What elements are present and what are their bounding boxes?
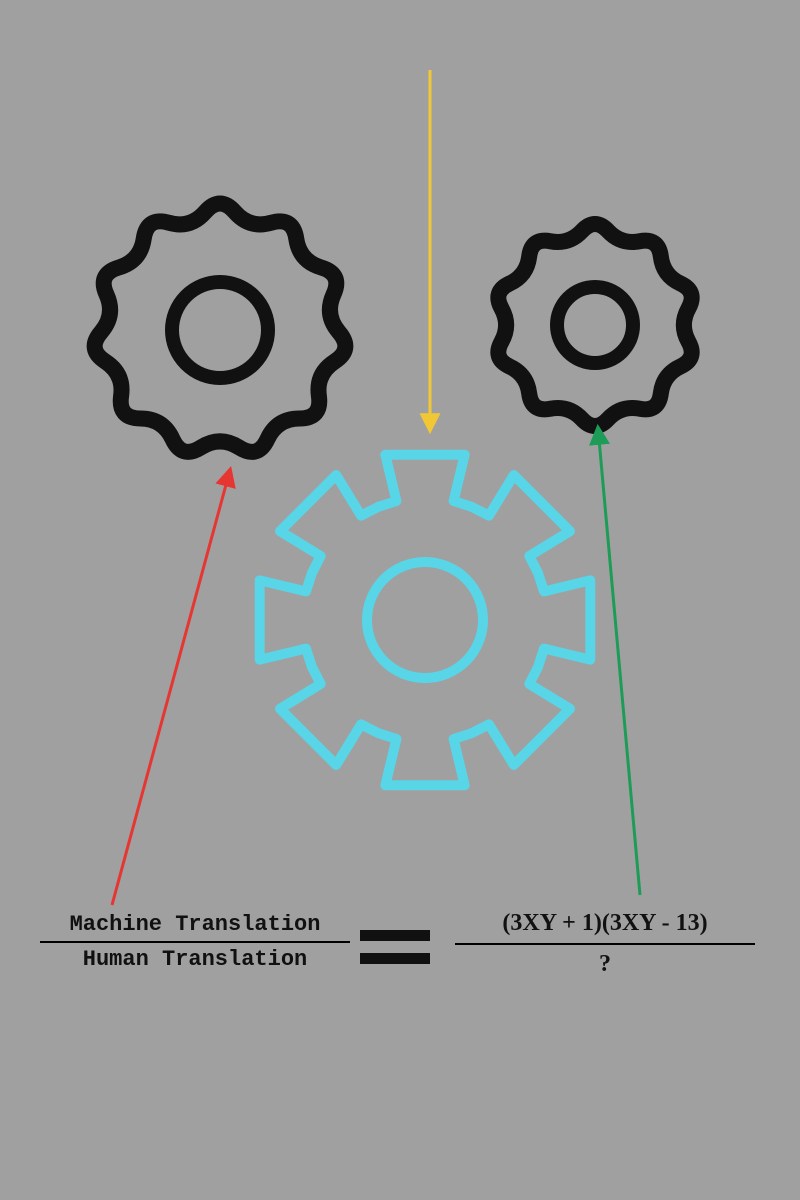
- gear-top-right-icon: [498, 224, 691, 426]
- gear-center-icon: [260, 455, 591, 786]
- arrow-green: [598, 428, 640, 895]
- fraction-right: (3XY + 1)(3XY - 13) ?: [455, 910, 755, 978]
- arrow-red: [112, 470, 230, 905]
- equals-bar-top: [360, 930, 430, 941]
- fraction-left-numerator: Machine Translation: [70, 912, 321, 937]
- fraction-right-line: [455, 943, 755, 945]
- fraction-left-denominator: Human Translation: [83, 947, 307, 972]
- fraction-left: Machine Translation Human Translation: [40, 912, 350, 972]
- fraction-left-line: [40, 941, 350, 943]
- fraction-right-numerator: (3XY + 1)(3XY - 13): [502, 910, 707, 937]
- fraction-right-denominator: ?: [599, 951, 611, 978]
- equals-bar-bottom: [360, 953, 430, 964]
- gear-top-left-icon: [95, 203, 346, 451]
